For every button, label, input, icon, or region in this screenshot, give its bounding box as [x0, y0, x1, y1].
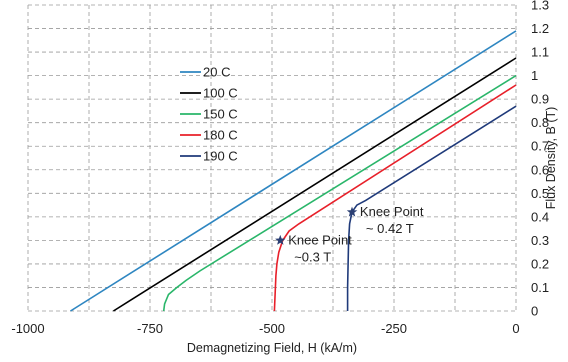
- y-tick-label: 0.6: [531, 162, 549, 177]
- x-tick-label: -1000: [11, 321, 44, 336]
- series-line-20-c: [70, 30, 517, 312]
- annotations: Knee Point ~0.3 T Knee Point ~ 0.42 T: [288, 204, 424, 264]
- y-tick-label: 0.2: [531, 256, 549, 271]
- y-tick-label: 1.3: [531, 0, 549, 13]
- y-tick-label: 0.3: [531, 233, 549, 248]
- y-axis-title: Flux Density, B (T): [544, 107, 558, 210]
- y-tick-label: 0.4: [531, 209, 549, 224]
- legend-label: 20 C: [203, 65, 230, 80]
- tick-labels: 0 0.1 0.2 0.3 0.4 0.5 0.6 0.7 0.8 0.9 1 1.1 1.2 1.3 -1…: [11, 0, 549, 336]
- knee-point-annotation: Knee Point: [288, 232, 352, 247]
- knee-point-markers: [275, 206, 358, 245]
- knee-point-annotation: ~0.3 T: [294, 249, 331, 264]
- series-lines: [70, 30, 517, 312]
- y-tick-label: 1.2: [531, 21, 549, 36]
- legend-label: 190 C: [203, 149, 238, 164]
- knee-point-annotation: ~ 0.42 T: [366, 221, 414, 236]
- x-tick-label: 0: [512, 321, 519, 336]
- legend-label: 150 C: [203, 107, 238, 122]
- series-line-190-c: [346, 105, 517, 311]
- knee-point-star-marker: [346, 206, 358, 217]
- series-line-100-c: [112, 57, 517, 312]
- y-tick-label: 1.1: [531, 45, 549, 60]
- y-tick-label: 0.5: [531, 186, 549, 201]
- legend-label: 180 C: [203, 128, 238, 143]
- x-tick-label: -750: [137, 321, 163, 336]
- y-tick-label: 0.8: [531, 115, 549, 130]
- knee-point-star-marker: [275, 234, 286, 245]
- knee-point-annotation: Knee Point: [360, 204, 424, 219]
- x-tick-label: -500: [259, 321, 285, 336]
- x-tick-label: -250: [381, 321, 407, 336]
- legend: 20 C 100 C 150 C 180 C 190 C: [180, 65, 238, 164]
- series-line-180-c: [273, 84, 517, 312]
- y-tick-label: 0.7: [531, 139, 549, 154]
- y-tick-label: 1: [531, 68, 538, 83]
- y-tick-label: 0: [531, 304, 538, 319]
- x-axis-title: Demagnetizing Field, H (kA/m): [187, 341, 357, 355]
- series-line-150-c: [162, 74, 517, 312]
- y-tick-label: 0.1: [531, 280, 549, 295]
- legend-label: 100 C: [203, 86, 238, 101]
- gridlines: [27, 4, 517, 312]
- y-tick-label: 0.9: [531, 92, 549, 107]
